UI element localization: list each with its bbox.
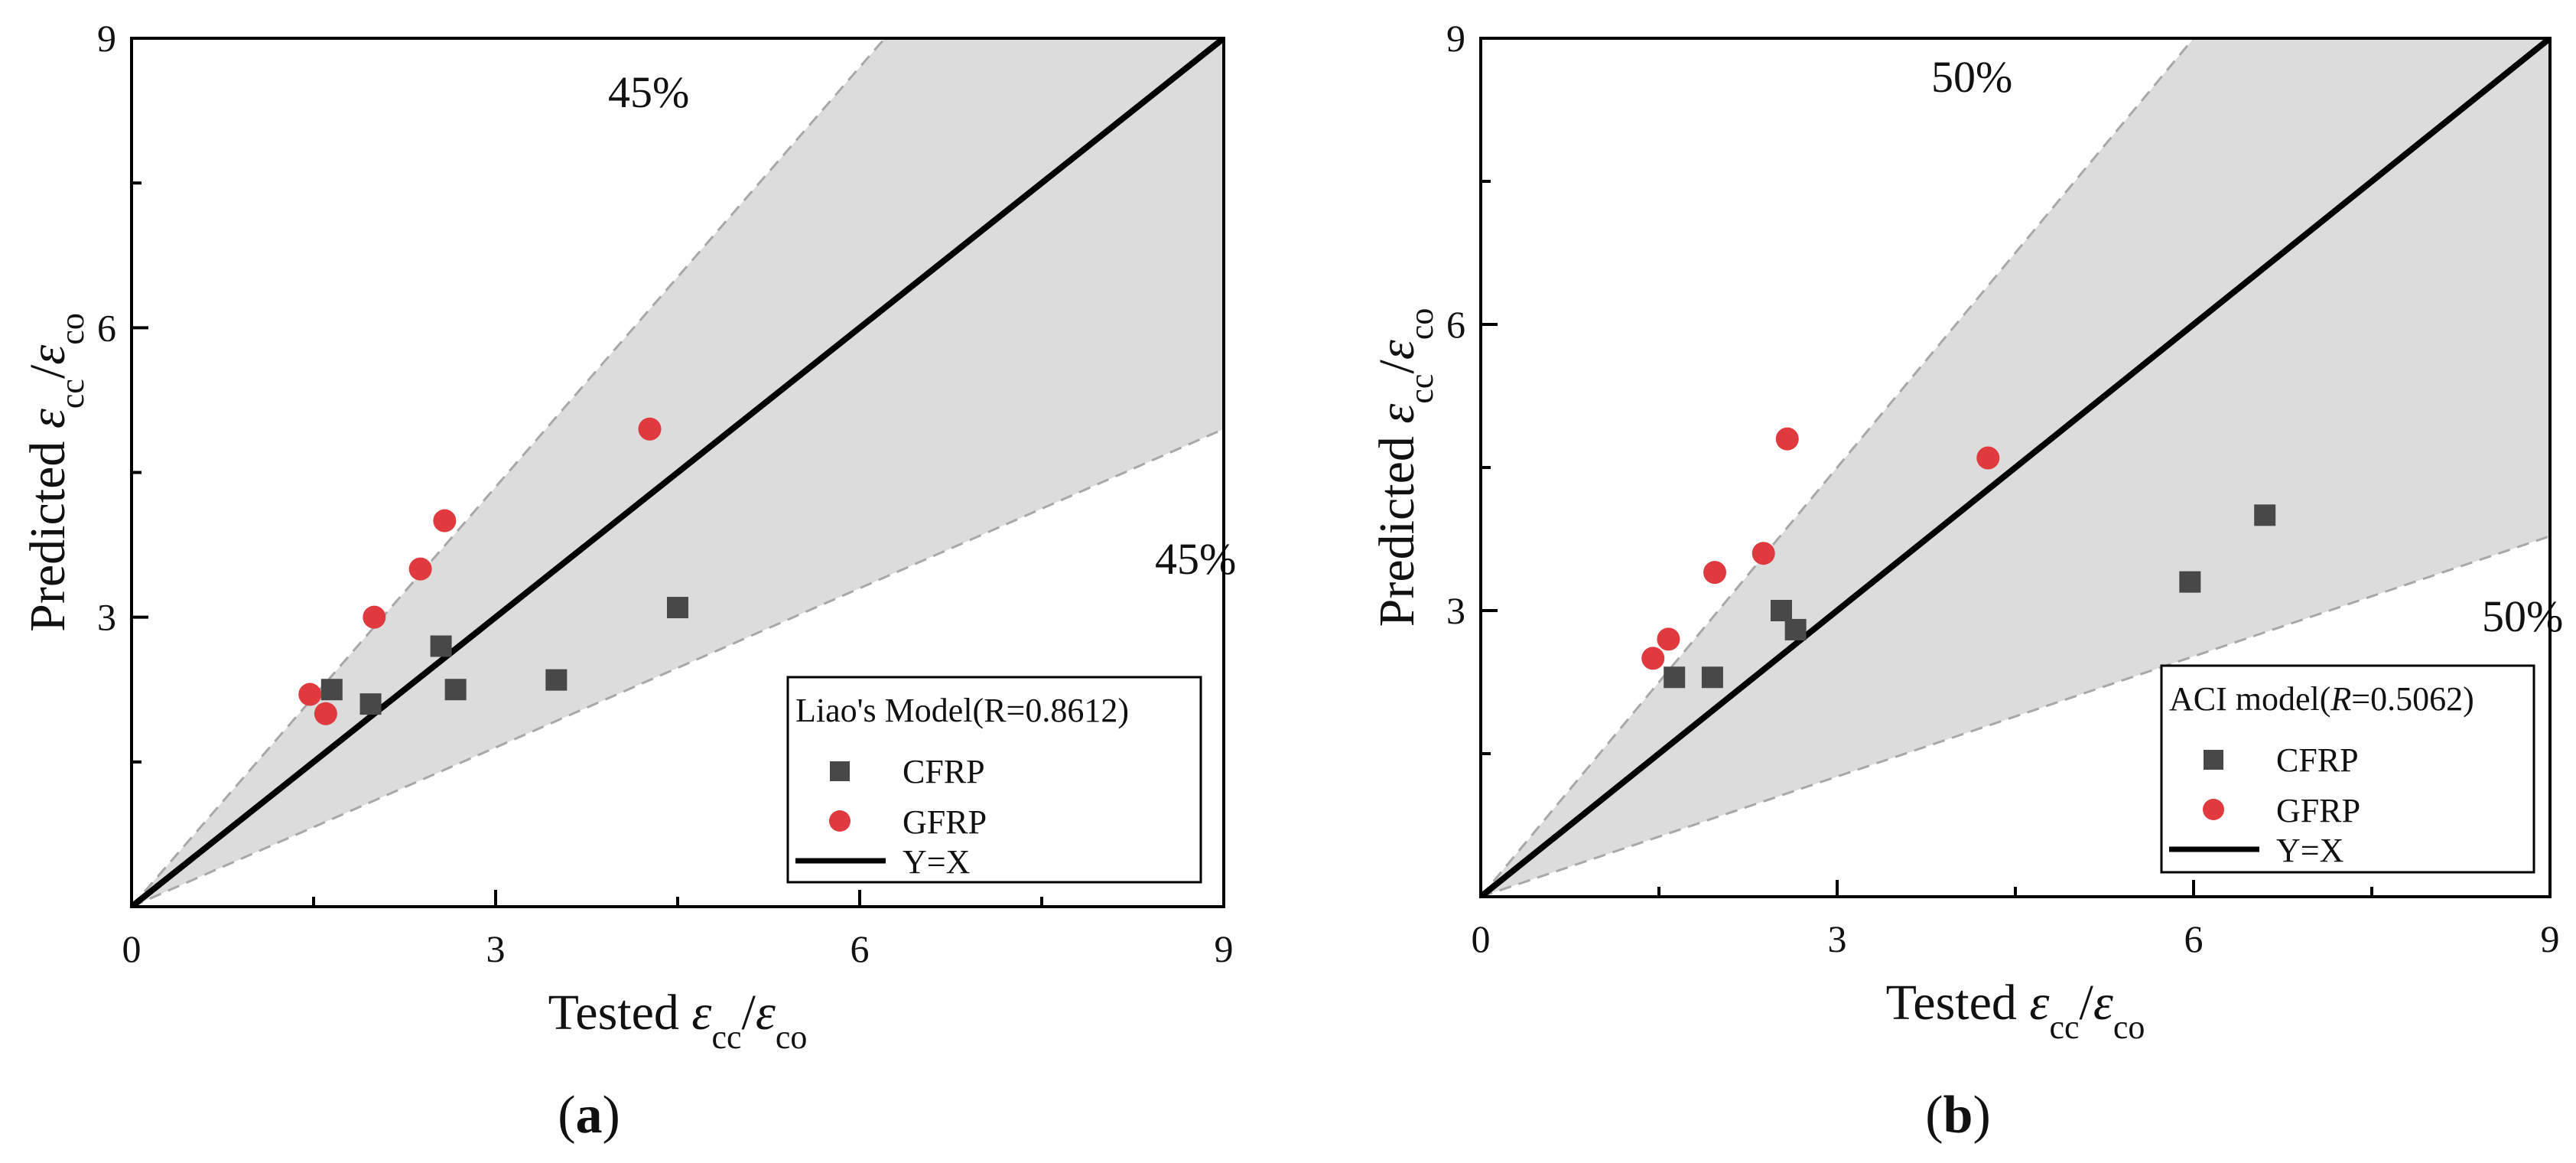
panel-a-cfrp-point <box>430 635 452 657</box>
panel-a-gfrp-point <box>314 702 337 725</box>
panel-a-ticks <box>130 37 1225 908</box>
panel-b-series-gfrp <box>1641 427 2000 670</box>
panel-a-gfrp-point <box>363 605 386 629</box>
panel-a-upper-bound-line <box>132 38 886 907</box>
panel-b-gfrp-point <box>1976 446 2000 470</box>
panel-b-plot-area <box>1481 38 2550 897</box>
panel-a-cfrp-point <box>359 693 382 715</box>
panel-a-legend-box <box>786 676 1202 884</box>
panel-a-gfrp-point <box>298 682 322 706</box>
panel-a-gfrp-point <box>638 417 662 441</box>
panel-b-legend-cfrp-label: CFRP <box>2276 741 2359 779</box>
panel-a-upper-band-label: 45% <box>608 67 689 117</box>
panel-a-x-tick-label: 0 <box>122 927 141 970</box>
panel-b-cfrp-point <box>1770 600 1792 621</box>
panel-a-y-axis-label: Predicted εcc/εco <box>20 313 91 632</box>
panel-a-cfrp-point <box>444 679 467 701</box>
panel-a-identity-line <box>132 38 1224 907</box>
panel-a-legend-cfrp-marker <box>830 761 850 781</box>
panel-a-y-tick-label: 9 <box>97 17 116 60</box>
panel-b-gfrp-point <box>1703 561 1727 585</box>
panel-b-x-tick-label: 0 <box>1472 917 1491 960</box>
panel-a-cfrp-point <box>320 679 343 701</box>
panel-b-identity-line <box>1481 38 2550 897</box>
panel-a-gfrp-point <box>408 557 432 581</box>
panel-a-gfrp-point <box>433 509 457 533</box>
panel-b-x-tick-label: 3 <box>1828 917 1847 960</box>
panel-b-y-tick-label: 3 <box>1446 589 1465 632</box>
panel-a-y-tick-label: 3 <box>97 596 116 639</box>
panel-a-legend-gfrp-label: GFRP <box>903 803 987 841</box>
panel-a-plot-area <box>132 38 1224 907</box>
panel-a-subfigure-label: (a) <box>558 1086 620 1145</box>
panel-b-cfrp-point <box>2179 571 2201 593</box>
panel-b-cfrp-point <box>1784 618 1807 640</box>
panel-b-legend-gfrp-marker <box>2203 799 2224 820</box>
panel-b-gfrp-point <box>1657 627 1680 651</box>
panel-a-y-tick-label: 6 <box>97 306 116 349</box>
panel-b-subfigure-label: (b) <box>1925 1086 1991 1145</box>
panel-b-series-cfrp <box>1664 504 2276 689</box>
panel-b-legend-line-label: Y=X <box>2276 832 2343 869</box>
panel-b-gfrp-point <box>1751 542 1775 565</box>
panel-a-cfrp-point <box>545 669 568 691</box>
panel-b-x-tick-label: 6 <box>2184 917 2204 960</box>
panel-b-gfrp-point <box>1641 647 1665 670</box>
panel-b-y-tick-label: 6 <box>1446 303 1465 346</box>
panel-b-upper-band-label: 50% <box>1931 52 2012 102</box>
panel-a-legend-line-label: Y=X <box>903 843 970 881</box>
panel-b-cfrp-point <box>1701 666 1723 689</box>
panel-b-gfrp-point <box>1775 427 1799 451</box>
panel-b-y-axis-label: Predicted εcc/εco <box>1369 308 1440 627</box>
panel-b-legend-gfrp-label: GFRP <box>2276 792 2360 829</box>
panel-b-y-tick-label: 9 <box>1446 17 1465 60</box>
panel-a-x-axis-label: Tested εcc/εco <box>548 985 808 1056</box>
panel-b-legend-cfrp-marker <box>2204 750 2223 770</box>
panel-b-cfrp-point <box>1664 666 1686 689</box>
panel-a-series-gfrp <box>298 417 662 725</box>
panel-b-legend-box <box>2160 664 2535 874</box>
panel-a-x-tick-label: 9 <box>1215 927 1234 970</box>
panel-a-legend-gfrp-marker <box>829 810 851 832</box>
panel-a-series-cfrp <box>320 597 688 715</box>
panel-a-legend-cfrp-label: CFRP <box>903 753 985 790</box>
panel-a-cfrp-point <box>667 597 688 619</box>
panel-b-upper-bound-line <box>1481 38 2195 897</box>
panel-a-legend-title: Liao's Model(R=0.8612) <box>795 692 1129 729</box>
panel-b-x-axis-label: Tested εcc/εco <box>1886 975 2145 1046</box>
panel-b-cfrp-point <box>2254 504 2276 526</box>
panel-b-legend-title: ACI model(R=0.5062) <box>2169 680 2474 718</box>
panel-a-x-tick-label: 6 <box>851 927 870 970</box>
panel-b-ticks <box>1479 37 2552 898</box>
panel-b-lower-bound-line <box>1481 535 2550 897</box>
panel-a-x-tick-label: 3 <box>486 927 506 970</box>
panel-b-x-tick-label: 9 <box>2541 917 2560 960</box>
